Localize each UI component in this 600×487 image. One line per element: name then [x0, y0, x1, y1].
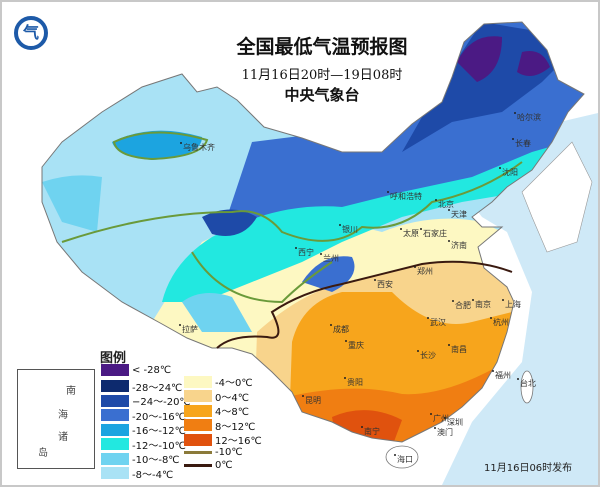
- contour-minus10: [191, 251, 333, 304]
- publish-time: 11月16日06时发布: [484, 463, 573, 474]
- legend-line: [184, 451, 212, 454]
- legend-label: -16～-12℃: [132, 426, 186, 437]
- city-label: 深圳: [444, 417, 463, 428]
- legend-item: < -28℃: [101, 364, 171, 376]
- legend-label: 12～16℃: [215, 436, 262, 447]
- legend-item: -10～-8℃: [101, 451, 180, 466]
- city-label: 哈尔滨: [514, 112, 541, 123]
- city-label: 西安: [374, 279, 393, 290]
- inset-char: 岛: [38, 448, 48, 459]
- city-label: 沈阳: [499, 167, 518, 178]
- city-label: 福州: [492, 370, 511, 381]
- legend-label: -10℃: [215, 447, 243, 458]
- legend-item: -8～-4℃: [101, 466, 173, 481]
- cma-logo-icon: 气: [14, 16, 48, 50]
- legend-swatch: [101, 380, 129, 392]
- city-label: 杭州: [490, 317, 509, 328]
- city-label: 济南: [448, 240, 467, 251]
- legend-label: < -28℃: [132, 364, 172, 376]
- legend-label: -20～-16℃: [132, 411, 186, 423]
- map-title: 全国最低气温预报图: [236, 36, 408, 58]
- legend-item: 4～8℃: [184, 403, 249, 418]
- legend-title: 图例: [100, 351, 127, 366]
- city-label: 南宁: [361, 426, 380, 437]
- issuer: 中央气象台: [284, 86, 360, 104]
- south-china-sea-inset: 南 海 诸 岛: [17, 369, 95, 469]
- inset-char: 南: [66, 386, 76, 397]
- legend-line-item: -10℃: [184, 447, 243, 458]
- legend-swatch: [101, 452, 129, 465]
- legend-item: -12～-10℃: [101, 437, 186, 452]
- legend-item: -20～-16℃: [101, 408, 186, 423]
- city-label: 北京: [435, 199, 454, 210]
- city-label: 成都: [330, 324, 349, 335]
- legend-swatch: [101, 409, 129, 421]
- country-border: [41, 21, 585, 443]
- forecast-period: 11月16日20时—19日08时: [241, 68, 403, 83]
- legend-label: -28～24℃: [132, 382, 183, 394]
- legend-label: 4～8℃: [215, 407, 249, 418]
- legend-swatch: [101, 467, 129, 479]
- contour-zero: [216, 260, 513, 349]
- city-label: 昆明: [302, 395, 321, 406]
- legend-swatch: [101, 438, 129, 450]
- legend-label: 0℃: [215, 460, 233, 471]
- legend-swatch: [184, 375, 212, 388]
- city-label: 石家庄: [420, 228, 447, 239]
- city-label: 海口: [394, 454, 413, 465]
- legend-swatch: [184, 404, 212, 417]
- korea: [521, 141, 593, 253]
- legend-line-item: 0℃: [184, 460, 233, 471]
- legend-label: −24～-20℃: [132, 397, 191, 408]
- legend-label: 0～4℃: [215, 392, 249, 404]
- city-label: 合肥: [452, 300, 471, 311]
- legend-line: [184, 464, 212, 467]
- city-label: 太原: [400, 228, 419, 239]
- inset-char: 海: [58, 410, 68, 421]
- legend-item: -28～24℃: [101, 379, 182, 394]
- legend-swatch: [101, 364, 129, 376]
- city-label: 南京: [472, 299, 491, 310]
- city-label: 南昌: [448, 344, 467, 355]
- legend-swatch: [184, 419, 212, 431]
- legend-item: 0～4℃: [184, 389, 249, 404]
- city-label: 西宁: [295, 247, 314, 258]
- legend-item: -16～-12℃: [101, 422, 186, 437]
- legend-label: -4～0℃: [215, 378, 253, 389]
- legend-item: 8～12℃: [184, 418, 255, 433]
- legend-item: 12～16℃: [184, 432, 262, 447]
- city-label: 呼和浩特: [387, 191, 422, 202]
- city-label: 武汉: [427, 317, 446, 328]
- legend-label: -10～-8℃: [132, 455, 180, 466]
- city-label: 天津: [448, 209, 467, 220]
- city-label: 拉萨: [179, 324, 198, 335]
- legend-label: -12～-10℃: [132, 440, 186, 452]
- city-label: 澳门: [434, 427, 453, 438]
- inset-char: 诸: [58, 432, 68, 443]
- legend-item: −24～-20℃: [101, 393, 191, 408]
- city-label: 贵阳: [344, 377, 363, 388]
- city-label: 银川: [339, 224, 358, 235]
- city-label: 乌鲁木齐: [180, 142, 215, 153]
- city-label: 台北: [517, 378, 536, 389]
- legend-item: -4～0℃: [184, 374, 253, 389]
- city-label: 兰州: [320, 253, 339, 264]
- city-label: 上海: [502, 299, 521, 310]
- legend-swatch: [184, 390, 212, 402]
- city-label: 广州: [430, 413, 449, 424]
- legend-label: 8～12℃: [215, 421, 256, 433]
- legend-swatch: [101, 423, 129, 436]
- city-label: 长春: [512, 138, 531, 149]
- legend-label: -8～-4℃: [132, 469, 174, 481]
- legend-swatch: [101, 394, 129, 407]
- city-label: 长沙: [417, 350, 436, 361]
- city-label: 郑州: [414, 266, 433, 277]
- city-label: 重庆: [345, 340, 364, 351]
- legend-swatch: [184, 433, 212, 446]
